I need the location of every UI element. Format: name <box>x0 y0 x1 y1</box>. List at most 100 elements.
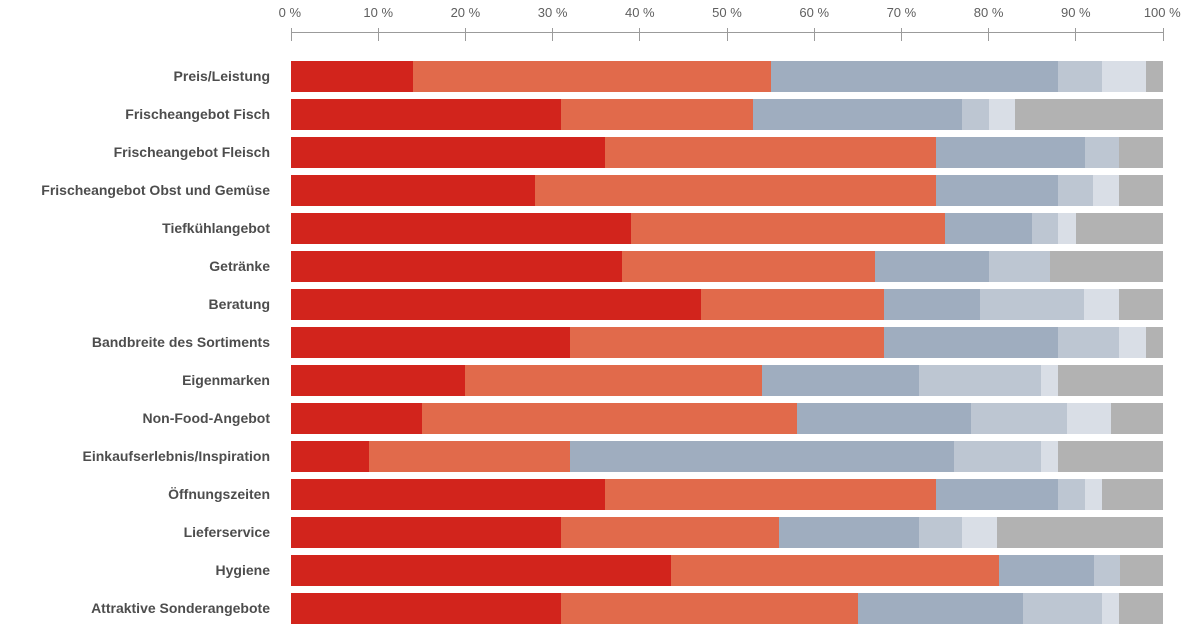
bar-segment-orange <box>700 288 884 320</box>
bar-segment-blue-gray <box>857 592 1024 624</box>
bar-track <box>291 288 1163 320</box>
x-axis-tick-label: 100 % <box>1143 5 1181 20</box>
bar-segment-light-blue-gray <box>971 402 1068 434</box>
bar-segment-pale-blue-gray <box>988 98 1015 130</box>
category-label: Attraktive Sonderangebote <box>91 600 270 616</box>
bar-segment-dark-red <box>291 98 562 130</box>
x-axis-tick <box>1162 28 1164 41</box>
bar-segment-orange <box>604 136 937 168</box>
bar-segment-orange <box>421 402 797 434</box>
category-label: Lieferservice <box>183 524 270 540</box>
bar-segment-gray <box>1014 98 1163 130</box>
bar-segment-gray <box>1119 288 1163 320</box>
bar-row: Tiefkühlangebot <box>0 209 1200 247</box>
bar-segment-orange <box>670 554 999 586</box>
bar-segment-light-blue-gray <box>1058 478 1085 510</box>
bar-segment-pale-blue-gray <box>1084 478 1102 510</box>
x-axis-tick-label: 20 % <box>450 5 481 20</box>
x-axis-tick-label: 70 % <box>886 5 917 20</box>
bar-row: Hygiene <box>0 551 1200 589</box>
bar-segment-orange <box>604 478 937 510</box>
x-axis-tick-label: 90 % <box>1060 5 1091 20</box>
category-label: Preis/Leistung <box>173 68 270 84</box>
bar-segment-light-blue-gray <box>1032 212 1059 244</box>
bar-segment-light-blue-gray <box>1058 60 1102 92</box>
category-label: Hygiene <box>215 562 270 578</box>
bar-segment-pale-blue-gray <box>1067 402 1111 434</box>
bar-segment-blue-gray <box>753 98 963 130</box>
x-axis-tick <box>813 28 815 41</box>
bar-segment-blue-gray <box>761 364 919 396</box>
bar-row: Beratung <box>0 285 1200 323</box>
x-axis-row: 0 % 10 % 20 % 30 % 40 % 50 % 60 % 70 % 80 % 90 % 1… <box>0 0 1200 57</box>
category-label: Öffnungszeiten <box>168 486 270 502</box>
category-label: Einkaufserlebnis/Inspiration <box>82 448 271 464</box>
bar-segment-blue-gray <box>770 60 1059 92</box>
x-axis-tick-label: 0 % <box>278 5 302 20</box>
bar-segment-dark-red <box>291 402 422 434</box>
bar-track <box>291 364 1163 396</box>
bar-row: Getränke <box>0 247 1200 285</box>
bar-segment-blue-gray <box>883 326 1059 358</box>
bar-row: Frischeangebot Obst und Gemüse <box>0 171 1200 209</box>
bar-segment-light-blue-gray <box>918 516 963 548</box>
bar-segment-blue-gray <box>875 250 989 282</box>
bar-segment-light-blue-gray <box>1093 554 1120 586</box>
bar-segment-orange <box>535 174 937 206</box>
axis-label-spacer <box>0 0 291 57</box>
bar-segment-dark-red <box>291 250 623 282</box>
x-axis-tick-label: 60 % <box>799 5 830 20</box>
category-label: Getränke <box>209 258 270 274</box>
bar-segment-gray <box>997 516 1163 548</box>
category-label: Frischeangebot Obst und Gemüse <box>41 182 270 198</box>
bar-track <box>291 60 1163 92</box>
category-label: Non-Food-Angebot <box>142 410 270 426</box>
bar-segment-dark-red <box>291 554 671 586</box>
category-label: Tiefkühlangebot <box>162 220 270 236</box>
bar-row: Preis/Leistung <box>0 57 1200 95</box>
bar-track <box>291 402 1163 434</box>
bar-segment-gray <box>1119 136 1163 168</box>
x-axis-tick <box>988 28 990 41</box>
bar-segment-dark-red <box>291 592 562 624</box>
bar-segment-blue-gray <box>779 516 919 548</box>
bar-segment-orange <box>570 326 884 358</box>
bar-row: Non-Food-Angebot <box>0 399 1200 437</box>
bar-segment-blue-gray <box>570 440 954 472</box>
x-axis-tick-label: 10 % <box>363 5 394 20</box>
bar-segment-pale-blue-gray <box>1101 592 1120 624</box>
bar-segment-gray <box>1145 60 1163 92</box>
bar-segment-gray <box>1145 326 1163 358</box>
bar-segment-blue-gray <box>796 402 972 434</box>
bar-row: Eigenmarken <box>0 361 1200 399</box>
bar-segment-gray <box>1119 592 1163 624</box>
bar-track <box>291 440 1163 472</box>
bar-segment-gray <box>1110 402 1163 434</box>
bar-row: Bandbreite des Sortiments <box>0 323 1200 361</box>
bar-segment-orange <box>631 212 945 244</box>
bar-segment-orange <box>561 98 754 130</box>
category-label: Frischeangebot Fleisch <box>113 144 270 160</box>
bar-track <box>291 478 1163 510</box>
bar-segment-light-blue-gray <box>1023 592 1102 624</box>
bar-segment-gray <box>1101 478 1163 510</box>
bar-segment-pale-blue-gray <box>1040 440 1059 472</box>
bar-segment-pale-blue-gray <box>962 516 998 548</box>
bar-segment-orange <box>561 592 858 624</box>
bar-row: Lieferservice <box>0 513 1200 551</box>
bar-segment-pale-blue-gray <box>1084 288 1120 320</box>
bar-segment-light-blue-gray <box>962 98 989 130</box>
bar-track <box>291 212 1163 244</box>
bar-segment-light-blue-gray <box>918 364 1041 396</box>
x-axis-tick <box>726 28 728 41</box>
bar-segment-gray <box>1049 250 1163 282</box>
bar-segment-pale-blue-gray <box>1101 60 1146 92</box>
x-axis-tick <box>900 28 902 41</box>
bar-segment-dark-red <box>291 478 605 510</box>
bar-segment-dark-red <box>291 326 571 358</box>
bar-row: Einkaufserlebnis/Inspiration <box>0 437 1200 475</box>
x-axis-tick <box>464 28 466 41</box>
bar-segment-gray <box>1119 174 1163 206</box>
bar-track <box>291 98 1163 130</box>
category-label: Frischeangebot Fisch <box>125 106 270 122</box>
